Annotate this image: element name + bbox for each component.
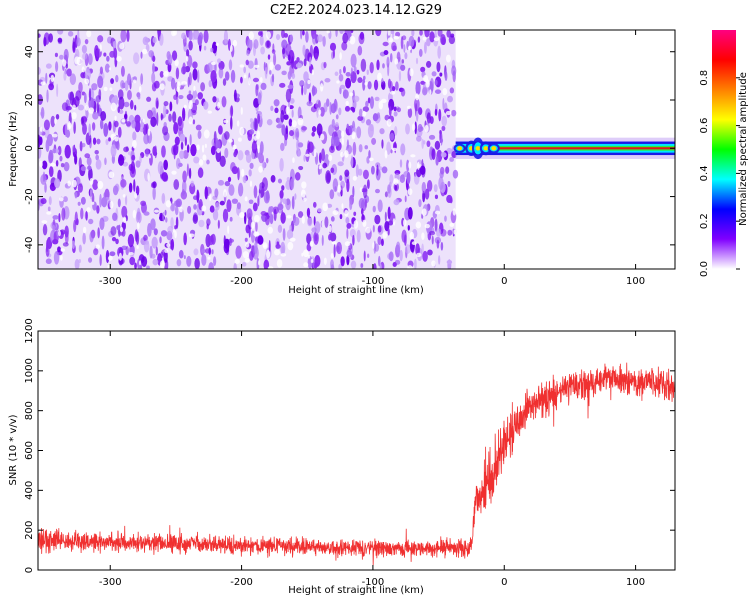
y-tick-label: 40 <box>24 45 35 58</box>
x-tick-label: 0 <box>501 276 507 287</box>
y-tick-label: 1000 <box>24 358 35 383</box>
y-tick-label: 200 <box>24 521 35 540</box>
colorbar: 0.0 0.2 0.4 0.6 0.8 Normalized spectral ampl… <box>699 30 749 277</box>
y-tick-label: 0 <box>24 145 35 151</box>
x-tick-label: 100 <box>626 276 645 287</box>
colorbar-tick-label: 0.6 <box>699 118 710 134</box>
x-tick-label: 0 <box>501 577 507 588</box>
spectrogram-frame <box>37 29 676 270</box>
y-tick-label: 0 <box>24 567 35 573</box>
snr-series-line <box>38 362 675 566</box>
y-tick-label: 1200 <box>24 318 35 343</box>
signal-band <box>453 137 675 160</box>
x-tick-label: -100 <box>362 276 385 287</box>
x-tick-label: -100 <box>362 577 385 588</box>
snr-plot-area <box>38 362 675 566</box>
colorbar-tick-label: 0.8 <box>699 70 710 86</box>
x-tick-label: -300 <box>99 577 122 588</box>
x-tick-label: -300 <box>99 276 122 287</box>
y-tick-label: 400 <box>24 481 35 500</box>
spectrogram-x-ticks: -300 -200 -100 0 100 <box>99 30 645 287</box>
x-tick-label: -200 <box>230 276 253 287</box>
y-tick-label: -20 <box>24 188 35 204</box>
y-tick-label: 600 <box>24 441 35 460</box>
colorbar-tick-label: 0.0 <box>699 261 710 277</box>
y-tick-label: 800 <box>24 401 35 420</box>
colorbar-ticks: 0.0 0.2 0.4 0.6 0.8 <box>699 70 740 277</box>
spectrogram-x-label: Height of straight line (km) <box>288 285 424 296</box>
snr-panel: -300 -200 -100 0 100 0 200 400 600 800 1000 1200 H… <box>8 318 676 596</box>
spectrogram-y-label: Frequency (Hz) <box>8 111 19 187</box>
x-tick-label: -200 <box>230 577 253 588</box>
spectrogram-y-ticks: -40 -20 0 20 40 <box>24 45 675 253</box>
snr-y-ticks: 0 200 400 600 800 1000 1200 <box>24 318 675 573</box>
colorbar-label: Normalized spectral amplitude <box>738 72 749 226</box>
snr-x-ticks: -300 -200 -100 0 100 <box>99 331 645 588</box>
spectrogram-plot-area <box>38 30 675 269</box>
figure-title: C2E2.2024.023.14.12.G29 <box>270 3 442 18</box>
y-tick-label: -40 <box>24 237 35 253</box>
x-tick-label: 100 <box>626 577 645 588</box>
colorbar-tick-label: 0.2 <box>699 213 710 229</box>
noise-texture <box>38 30 459 269</box>
colorbar-tick-label: 0.4 <box>699 165 710 181</box>
y-tick-label: 20 <box>24 94 35 107</box>
snr-y-label: SNR (10 * v/v) <box>8 414 19 485</box>
colorbar-gradient <box>712 30 736 269</box>
snr-x-label: Height of straight line (km) <box>288 585 424 596</box>
